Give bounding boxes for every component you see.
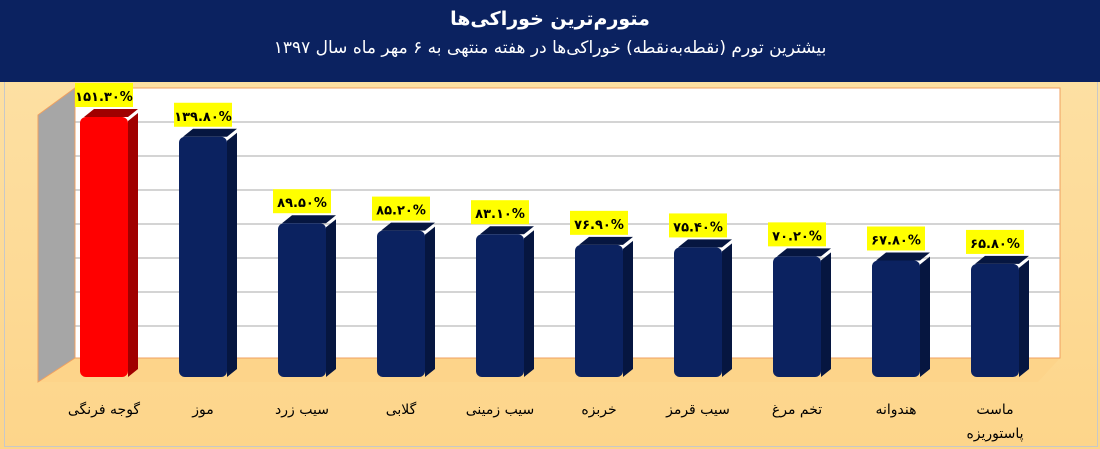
data-label-bg	[273, 189, 331, 214]
bar-side	[1019, 259, 1029, 377]
data-label: ۶۷.۸۰%	[871, 233, 921, 248]
bar	[476, 234, 524, 377]
data-label: ۸۹.۵۰%	[277, 196, 327, 211]
plot-side-wall	[37, 87, 76, 383]
category-label: خربزه	[581, 402, 617, 418]
data-label-bg	[372, 196, 430, 221]
chart-frame	[4, 82, 1098, 447]
bar-top	[876, 252, 930, 261]
data-label: ۸۳.۱۰%	[475, 207, 525, 222]
bar	[872, 260, 920, 377]
category-label: گوجه فرنگی	[67, 402, 141, 418]
bar-top	[480, 226, 534, 235]
bar-top	[777, 248, 831, 257]
data-label: ۸۵.۲۰%	[376, 204, 426, 219]
category-label: سیب قرمز	[666, 402, 730, 418]
bar-side	[821, 252, 831, 377]
data-label-bg	[966, 229, 1024, 254]
data-label-bg	[570, 210, 628, 235]
bar-top	[84, 109, 138, 117]
bar	[773, 256, 821, 377]
bar-top	[678, 239, 732, 248]
bar-side	[524, 230, 534, 377]
data-label-bg	[867, 226, 925, 251]
category-label: گلابی	[385, 402, 417, 418]
category-label: تخم مرغ	[771, 402, 823, 418]
data-label-bg	[471, 200, 529, 225]
bar-side	[326, 219, 336, 377]
bar-side	[425, 226, 435, 377]
data-label: ۱۵۱.۳۰%	[75, 90, 133, 105]
data-label: ۶۵.۸۰%	[970, 237, 1020, 252]
category-label: سیب زمینی	[465, 402, 535, 418]
chart-title: متورم‌ترین خوراکی‌ها	[450, 8, 650, 30]
category-label: ماست پاستوریزه	[966, 402, 1024, 442]
bar-top	[282, 215, 336, 224]
data-label: ۱۳۹.۸۰%	[174, 110, 232, 125]
bar	[971, 263, 1019, 377]
bar-side	[128, 113, 138, 377]
bar	[80, 117, 128, 377]
bar-top	[579, 236, 633, 245]
data-label: ۷۵.۴۰%	[673, 220, 723, 235]
category-label: هندوانه	[875, 402, 917, 418]
bar-side	[227, 132, 237, 377]
bar-side	[920, 256, 930, 377]
data-label-bg	[75, 83, 133, 107]
bar	[278, 223, 326, 377]
bar-top	[183, 128, 237, 137]
bar-side	[722, 243, 732, 377]
data-label-bg	[669, 213, 727, 238]
bar	[179, 136, 227, 377]
bar	[674, 247, 722, 377]
data-label-bg	[768, 222, 826, 247]
bar-top	[975, 255, 1029, 264]
chart-header: متورم‌ترین خوراکی‌ها بیشترین تورم (نقطه‌…	[0, 0, 1100, 82]
data-label: ۷۶.۹۰%	[574, 218, 624, 233]
category-label: سیب زرد	[275, 402, 329, 418]
bar	[575, 244, 623, 377]
data-label: ۷۰.۲۰%	[772, 229, 822, 244]
chart-subtitle: بیشترین تورم (نقطه‌به‌نقطه) خوراکی‌ها در…	[273, 38, 827, 58]
bar-side	[623, 240, 633, 377]
category-label: موز	[192, 402, 214, 418]
bar-top	[381, 222, 435, 231]
data-label-bg	[174, 102, 232, 127]
bar	[377, 230, 425, 377]
